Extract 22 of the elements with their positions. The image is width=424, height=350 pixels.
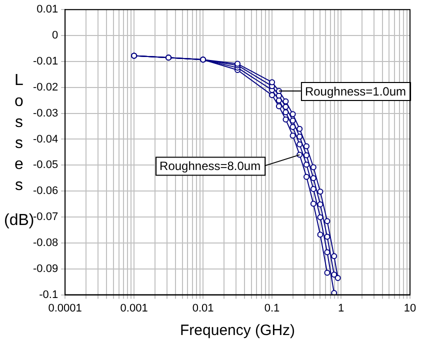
y-axis-title: Losses (dB) [4, 71, 34, 231]
x-tick-label: 10 [404, 302, 416, 314]
y-tick-label: -0.09 [32, 262, 58, 275]
x-axis-title: Frequency (GHz) [180, 322, 296, 340]
annotation: Roughness=1.0um [304, 84, 406, 98]
annotation: Roughness=8.0um [160, 159, 261, 174]
y-tick-label: -0.03 [32, 107, 58, 120]
y-tick-label: 0.01 [36, 4, 58, 16]
x-tick-label: 0.1 [264, 302, 280, 314]
y-tick-label: -0.02 [32, 81, 58, 94]
y-tick-label: -0.04 [32, 133, 58, 146]
x-tick-label: 0.001 [120, 302, 148, 314]
x-tick-label: 1 [338, 302, 344, 314]
y-tick-label: -0.05 [32, 159, 58, 172]
y-tick-label: -0.1 [39, 288, 58, 301]
y-tick-label: -0.07 [32, 211, 58, 224]
x-tick-label: 0.0001 [48, 302, 82, 314]
y-tick-label: 0 [52, 30, 58, 42]
y-tick-label: -0.08 [32, 236, 58, 249]
x-tick-label: 0.01 [192, 302, 214, 314]
y-tick-label: -0.01 [32, 55, 58, 68]
y-tick-label: -0.06 [32, 185, 58, 198]
